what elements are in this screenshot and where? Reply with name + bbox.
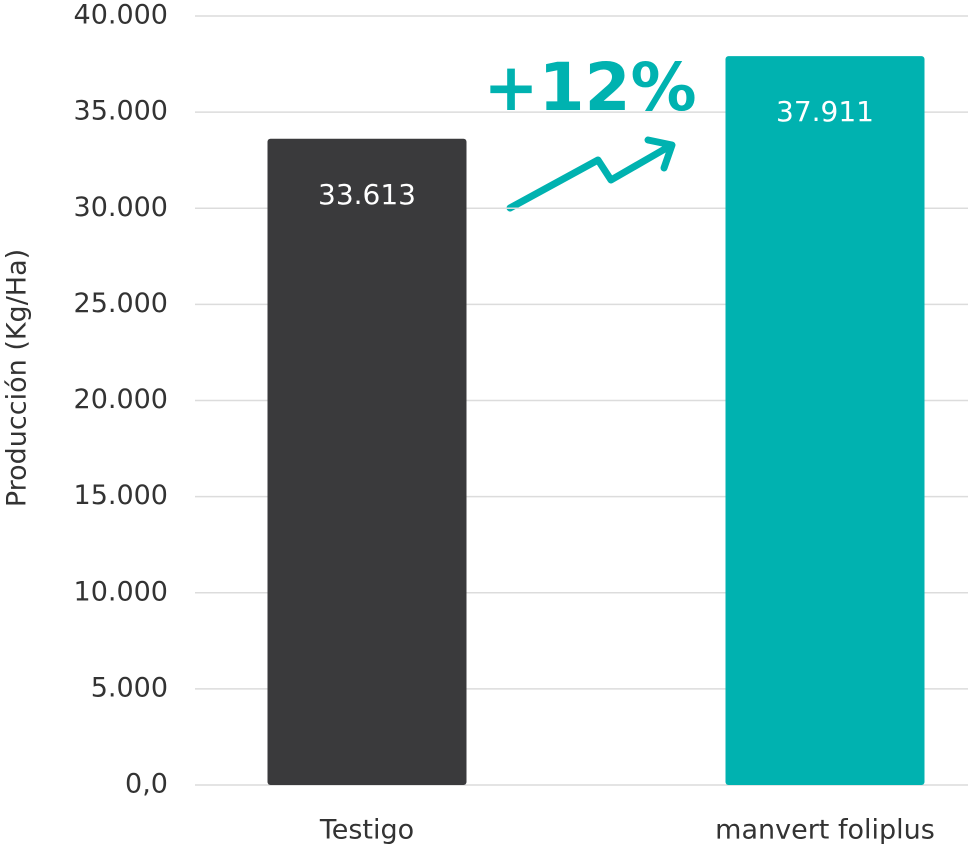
- y-tick-label: 10.000: [74, 576, 168, 607]
- arrow-head: [644, 136, 676, 172]
- y-tick-label: 25.000: [74, 288, 168, 319]
- y-tick-label: 35.000: [74, 96, 168, 127]
- y-tick-label: 30.000: [74, 192, 168, 223]
- y-tick-label: 15.000: [74, 480, 168, 511]
- growth-arrow: [506, 136, 676, 212]
- x-tick-label: Testigo: [319, 815, 414, 846]
- x-tick-label: manvert foliplus: [715, 815, 935, 846]
- y-tick-label: 20.000: [74, 384, 168, 415]
- bar: [267, 138, 467, 786]
- y-tick-label: 0,0: [125, 769, 168, 800]
- arrow-line: [506, 142, 674, 212]
- value-label: 33.613: [318, 178, 416, 211]
- annotation: +12%: [483, 49, 696, 126]
- y-axis-title: Producción (Kg/Ha): [2, 249, 33, 507]
- bar: [725, 56, 925, 786]
- y-tick-label: 5.000: [91, 672, 168, 703]
- y-tick-label: 40.000: [74, 0, 168, 31]
- value-label: 37.911: [776, 95, 874, 128]
